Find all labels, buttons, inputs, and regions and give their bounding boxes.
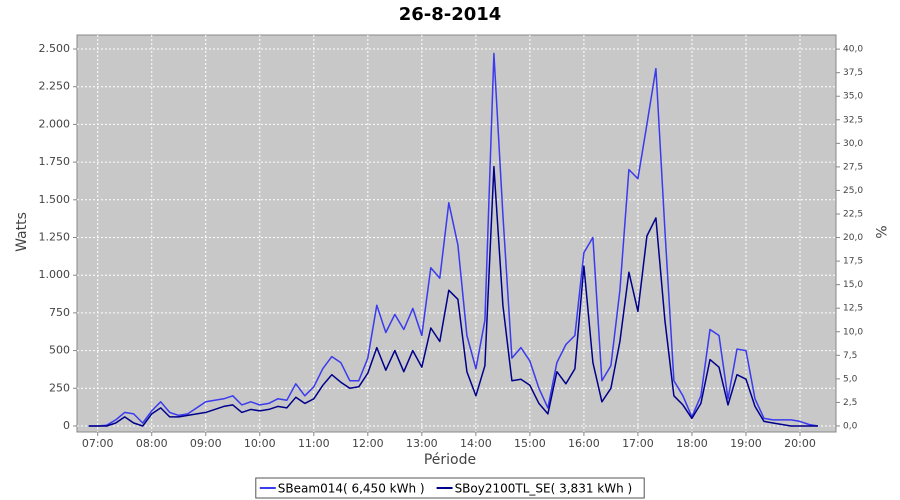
y-tick-label: 1.750	[39, 155, 71, 168]
y2-tick-label: 22,5	[843, 209, 863, 219]
x-tick-label: 13:00	[406, 437, 438, 450]
x-axis-label: Période	[424, 452, 476, 468]
y2-axis-label: %	[872, 225, 888, 238]
y-tick-label: 2.000	[39, 117, 71, 130]
y-tick-label: 500	[49, 344, 70, 357]
x-tick-label: 11:00	[298, 437, 330, 450]
y2-tick-label: 17,5	[843, 257, 863, 267]
y2-tick-label: 12,5	[843, 304, 863, 314]
x-tick-label: 20:00	[784, 437, 816, 450]
x-tick-label: 08:00	[136, 437, 168, 450]
y2-tick-label: 37,5	[843, 68, 863, 78]
x-tick-label: 15:00	[514, 437, 546, 450]
y2-tick-label: 5,0	[843, 374, 858, 384]
legend-label: SBeam014( 6,450 kWh )	[278, 482, 425, 496]
y2-tick-label: 15,0	[843, 280, 863, 290]
y-tick-label: 2.500	[39, 42, 71, 55]
y2-tick-label: 20,0	[843, 233, 863, 243]
y-tick-label: 750	[49, 306, 70, 319]
line-series	[88, 52, 819, 427]
x-tick-label: 18:00	[676, 437, 708, 450]
x-tick-label: 09:00	[190, 437, 222, 450]
y-tick-label: 250	[49, 381, 70, 394]
x-tick-label: 17:00	[622, 437, 654, 450]
y-tick-label: 0	[63, 419, 70, 432]
x-tick-label: 14:00	[460, 437, 492, 450]
y2-tick-label: 25,0	[843, 186, 863, 196]
chart-title: 26-8-2014	[399, 4, 502, 25]
legend-label: SBoy2100TL_SE( 3,831 kWh )	[455, 482, 633, 496]
x-tick-label: 07:00	[82, 437, 114, 450]
x-tick-label: 12:00	[352, 437, 384, 450]
y-axis-label: Watts	[14, 212, 30, 252]
x-tick-label: 10:00	[244, 437, 276, 450]
y-tick-label: 1.500	[39, 193, 71, 206]
line-series	[88, 165, 818, 427]
y2-tick-label: 40,0	[843, 45, 863, 55]
y-tick-label: 1.250	[39, 230, 71, 243]
y2-tick-label: 30,0	[843, 139, 863, 149]
y2-tick-label: 35,0	[843, 92, 863, 102]
y2-tick-label: 10,0	[843, 327, 863, 337]
x-tick-label: 16:00	[568, 437, 600, 450]
x-tick-label: 19:00	[730, 437, 762, 450]
y2-tick-label: 27,5	[843, 162, 863, 172]
y2-tick-label: 32,5	[843, 115, 863, 125]
y-tick-label: 1.000	[39, 268, 71, 281]
legend: SBeam014( 6,450 kWh ) SBoy2100TL_SE( 3,83…	[255, 477, 645, 499]
y2-tick-label: 7,5	[843, 351, 857, 361]
y-tick-label: 2.250	[39, 80, 71, 93]
y2-tick-label: 2,5	[843, 398, 857, 408]
y2-tick-label: 0,0	[843, 421, 858, 431]
plot-area	[76, 34, 837, 433]
